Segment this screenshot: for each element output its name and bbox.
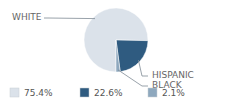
slice-label: WHITE	[12, 12, 42, 22]
legend-label: 2.1%	[162, 88, 185, 98]
slice	[84, 8, 148, 72]
legend-swatch	[148, 88, 157, 97]
pie	[84, 8, 148, 72]
leader-line	[44, 18, 95, 20]
slice	[116, 40, 120, 72]
leader-line	[138, 60, 148, 76]
chart: WHITEHISPANICBLACK75.4%22.6%2.1%	[0, 0, 240, 100]
legend-swatch	[80, 88, 89, 97]
leader-line	[118, 70, 148, 86]
legend-label: 22.6%	[94, 88, 123, 98]
legend-label: 75.4%	[24, 88, 53, 98]
legend-swatch	[10, 88, 19, 97]
slice-label: HISPANIC	[152, 70, 194, 80]
slice	[116, 40, 148, 72]
